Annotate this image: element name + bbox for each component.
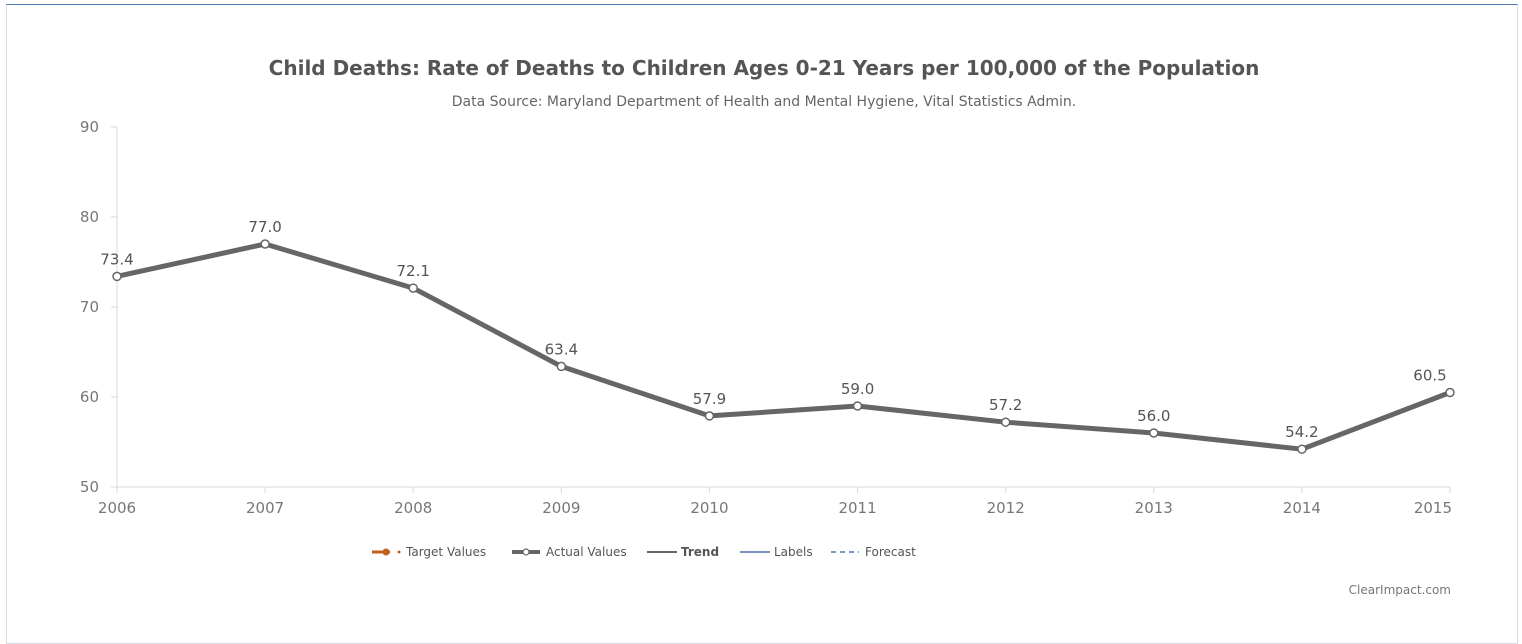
data-label: 57.9: [693, 390, 726, 408]
x-tick-label: 2008: [394, 499, 432, 517]
data-point[interactable]: [112, 271, 122, 282]
x-tick-label: 2007: [246, 499, 284, 517]
x-tick-label: 2010: [690, 499, 728, 517]
data-point[interactable]: [1000, 417, 1011, 427]
legend-label: Actual Values: [546, 545, 627, 559]
y-axis: 50 60 70 80 90: [80, 118, 118, 496]
legend-label: Forecast: [865, 545, 916, 559]
x-tick-label: 2009: [542, 499, 580, 517]
x-tick-label: 2014: [1283, 499, 1321, 517]
data-point[interactable]: [556, 361, 567, 372]
legend-label: Target Values: [405, 545, 486, 559]
legend-item-target-values[interactable]: Target Values: [372, 545, 486, 559]
legend-item-trend[interactable]: Trend: [647, 545, 719, 559]
legend-item-forecast[interactable]: Forecast: [831, 545, 916, 559]
y-tick-label: 90: [80, 118, 99, 136]
x-tick-label: 2012: [987, 499, 1025, 517]
data-label: 73.4: [100, 250, 133, 268]
x-tick-label: 2011: [838, 499, 876, 517]
data-label: 56.0: [1137, 407, 1170, 425]
legend-swatch-dot: [397, 550, 401, 554]
data-label: 72.1: [397, 262, 430, 280]
legend-label: Labels: [774, 545, 813, 559]
data-point[interactable]: [704, 411, 715, 421]
legend-swatch-marker: [522, 548, 530, 556]
y-tick-label: 70: [80, 298, 99, 316]
data-label: 60.5: [1413, 367, 1446, 385]
legend-swatch-marker: [382, 548, 390, 556]
x-tick-label: 2015: [1414, 499, 1452, 517]
data-label: 63.4: [545, 340, 578, 358]
credit-link[interactable]: ClearImpact.com: [1349, 583, 1451, 597]
data-label: 57.2: [989, 396, 1022, 414]
data-point[interactable]: [1149, 428, 1159, 438]
legend-item-labels[interactable]: Labels: [740, 545, 813, 559]
x-axis: 2006 2007 2008 2009 2010 2011 2012 2013 2014 2015: [98, 486, 1452, 517]
data-point[interactable]: [408, 283, 418, 293]
legend: Target Values Actual Values Trend Labels For…: [372, 545, 916, 559]
chart-title: Child Deaths: Rate of Deaths to Children…: [269, 56, 1260, 80]
series-line-actual-values: [116, 241, 1451, 452]
data-label: 59.0: [841, 380, 874, 398]
series-layer: 73.4 77.0 72.1 63.4 57.9 59.0 57.2 56.0 54.2 60.5: [100, 218, 1455, 454]
data-point[interactable]: [1445, 387, 1455, 398]
data-point[interactable]: [1297, 444, 1307, 454]
data-label: 77.0: [248, 218, 281, 236]
data-point[interactable]: [852, 401, 863, 411]
x-tick-label: 2013: [1135, 499, 1173, 517]
y-tick-label: 60: [80, 388, 99, 406]
legend-item-actual-values[interactable]: Actual Values: [512, 545, 627, 559]
chart-subtitle: Data Source: Maryland Department of Heal…: [452, 94, 1076, 110]
data-point[interactable]: [260, 239, 270, 249]
legend-label: Trend: [681, 545, 719, 559]
y-tick-label: 50: [80, 478, 99, 496]
x-tick-label: 2006: [98, 499, 136, 517]
y-tick-label: 80: [80, 208, 99, 226]
data-label: 54.2: [1285, 423, 1318, 441]
